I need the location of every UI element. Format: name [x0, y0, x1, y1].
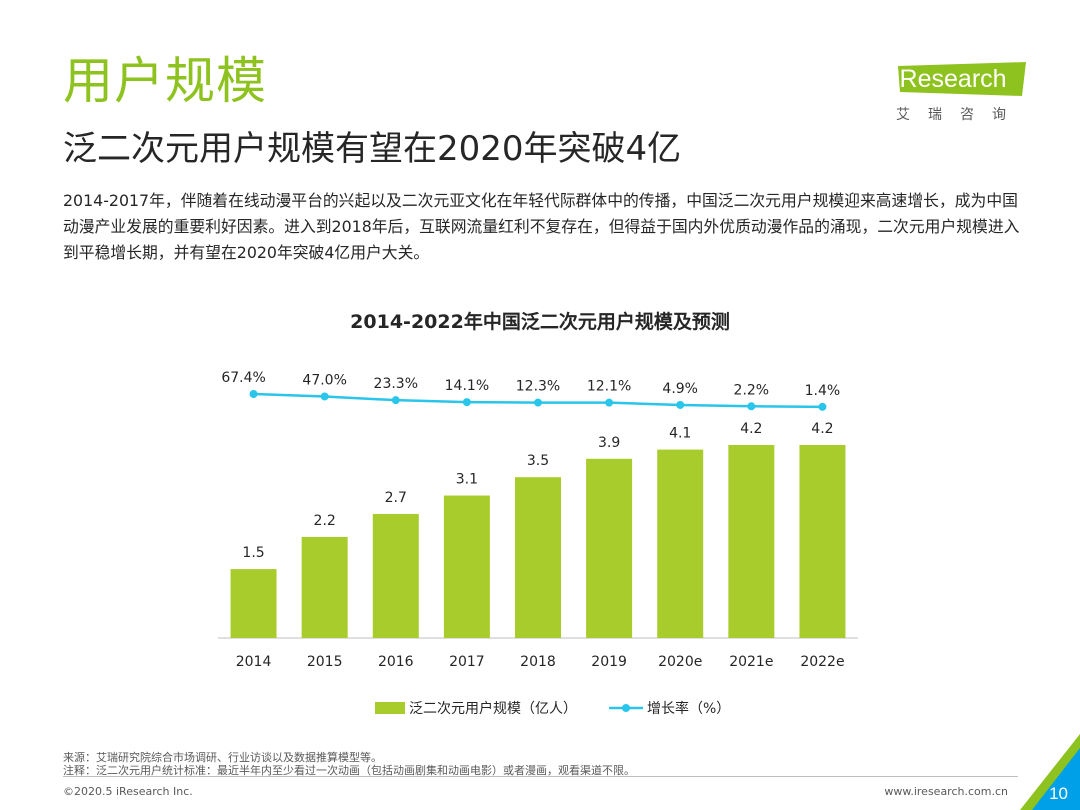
bar-value-label-2021e: 4.2 [740, 421, 762, 437]
growth-label-2014: 67.4% [221, 370, 265, 386]
bar-2022e [799, 445, 846, 638]
logo-banner [898, 62, 1026, 96]
growth-label-2019: 12.1% [587, 379, 631, 395]
corner-decoration [1020, 734, 1080, 810]
growth-label-2020e: 4.9% [662, 381, 698, 397]
x-tick-label-2016: 2016 [378, 654, 414, 670]
growth-label-2018: 12.3% [516, 379, 560, 395]
bar-2014 [230, 569, 277, 638]
bar-2017 [443, 495, 490, 638]
legend-bar-swatch [375, 702, 405, 714]
bar-value-label-2016: 2.7 [385, 490, 407, 506]
bar-2019 [586, 458, 633, 638]
legend-line-label: 增长率（%） [647, 700, 730, 717]
bar-2016 [372, 513, 419, 638]
definition-note: 注释：泛二次元用户统计标准：最近半年内至少看过一次动画（包括动画剧集和动画电影）… [63, 764, 635, 777]
x-tick-label-2017: 2017 [449, 654, 485, 670]
bar-value-label-2020e: 4.1 [669, 426, 691, 442]
bar-value-label-2022e: 4.2 [811, 421, 833, 437]
x-tick-label-2014: 2014 [236, 654, 272, 670]
bar-value-label-2015: 2.2 [314, 513, 336, 529]
page-number: 10 [1049, 784, 1068, 803]
x-tick-label-2019: 2019 [591, 654, 627, 670]
growth-point-2018 [534, 398, 542, 407]
growth-label-2015: 47.0% [302, 372, 346, 388]
iresearch-logo: iResearch 艾瑞咨询 [890, 56, 1030, 126]
bar-2020e [657, 449, 704, 638]
source-note: 来源：艾瑞研究院综合市场调研、行业访谈以及数据推算模型等。 [63, 751, 382, 764]
bar-value-label-2017: 3.1 [456, 472, 478, 488]
logo-brand-text: iResearch [894, 65, 1007, 93]
x-tick-label-2018: 2018 [520, 654, 556, 670]
growth-point-2020e [676, 400, 685, 409]
growth-point-2017 [462, 398, 471, 407]
growth-point-2016 [391, 396, 400, 405]
growth-point-2014 [249, 390, 258, 398]
growth-point-2021e [747, 402, 756, 411]
growth-point-2022e [818, 402, 827, 411]
x-tick-label-2020e: 2020e [658, 654, 702, 670]
x-tick-label-2021e: 2021e [729, 654, 773, 670]
legend-bar-label: 泛二次元用户规模（亿人） [409, 700, 577, 717]
page-subtitle: 泛二次元用户规模有望在2020年突破4亿 [63, 129, 682, 169]
section-title: 用户规模 [63, 52, 267, 110]
bar-2015 [301, 536, 348, 638]
chart-title: 2014-2022年中国泛二次元用户规模及预测 [350, 311, 730, 333]
bar-value-label-2018: 3.5 [527, 453, 549, 469]
footer-divider [63, 776, 1018, 777]
growth-label-2022e: 1.4% [805, 383, 841, 399]
description-paragraph: 2014-2017年，伴随着在线动漫平台的兴起以及二次元亚文化在年轻代际群体中的… [63, 191, 1020, 262]
combo-chart: 1.5 2014 2.2 2015 2.7 2016 3.1 2017 3.5 2018 3.9 20… [218, 370, 858, 717]
legend-line-marker [622, 704, 630, 712]
x-tick-label-2015: 2015 [307, 654, 343, 670]
bar-2021e [728, 445, 775, 638]
growth-label-2016: 23.3% [374, 376, 418, 392]
growth-point-2015 [320, 392, 329, 401]
x-tick-label-2022e: 2022e [800, 654, 844, 670]
logo-chinese-text: 艾瑞咨询 [896, 107, 1024, 123]
website-url[interactable]: www.iresearch.com.cn [884, 785, 1008, 798]
bar-value-label-2014: 1.5 [242, 545, 264, 561]
bar-2018 [515, 477, 561, 638]
growth-point-2019 [605, 398, 614, 407]
bar-value-label-2019: 3.9 [598, 435, 620, 451]
growth-label-2021e: 2.2% [734, 382, 770, 398]
growth-label-2017: 14.1% [445, 378, 489, 394]
copyright-text: ©2020.5 iResearch Inc. [63, 785, 193, 798]
